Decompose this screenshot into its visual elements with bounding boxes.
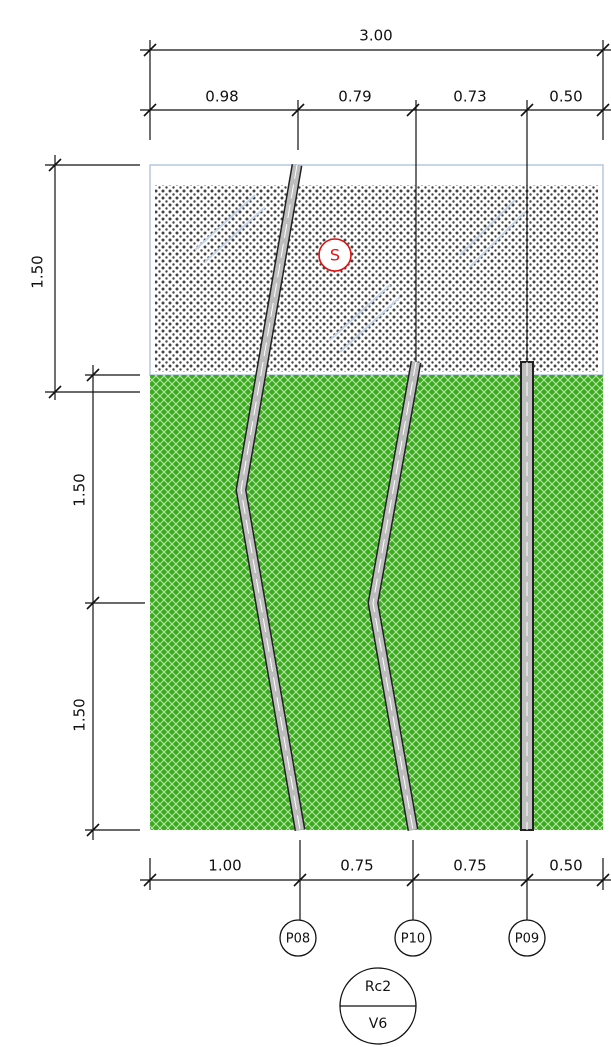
left-dimensions: [45, 155, 145, 840]
dim-label: 0.79: [338, 88, 371, 106]
dim-label: 0.75: [340, 857, 373, 875]
dim-label: 0.50: [549, 88, 582, 106]
section-bottom: V6: [369, 1016, 388, 1032]
soil-marker-label: S: [330, 246, 340, 265]
pile-tag: [279, 919, 317, 957]
hatch: [194, 194, 526, 353]
pile-label: P08: [286, 932, 310, 947]
pile-tag: [508, 919, 546, 957]
bottom-dimensions: [140, 840, 611, 920]
dim-label: 1.00: [208, 857, 241, 875]
dim-label: 0.75: [453, 857, 486, 875]
dim-label: 0.50: [549, 857, 582, 875]
dim-label: 3.00: [359, 27, 392, 45]
pile-label: P09: [515, 932, 539, 947]
dotted-fill: [155, 185, 598, 372]
pile-label: P10: [401, 932, 425, 947]
pile: [520, 361, 534, 831]
top-dimensions: [140, 40, 611, 362]
dim-label: 1.50: [71, 473, 89, 506]
section-top: Rc2: [365, 979, 391, 995]
dim-label: 1.50: [71, 698, 89, 731]
dim-label: 1.50: [29, 255, 47, 288]
pile: [367, 361, 422, 831]
pile-tag: [394, 919, 432, 957]
dim-label: 0.73: [453, 88, 486, 106]
dim-label: 0.98: [205, 88, 238, 106]
pile: [235, 164, 306, 831]
soil-marker: [318, 238, 352, 272]
